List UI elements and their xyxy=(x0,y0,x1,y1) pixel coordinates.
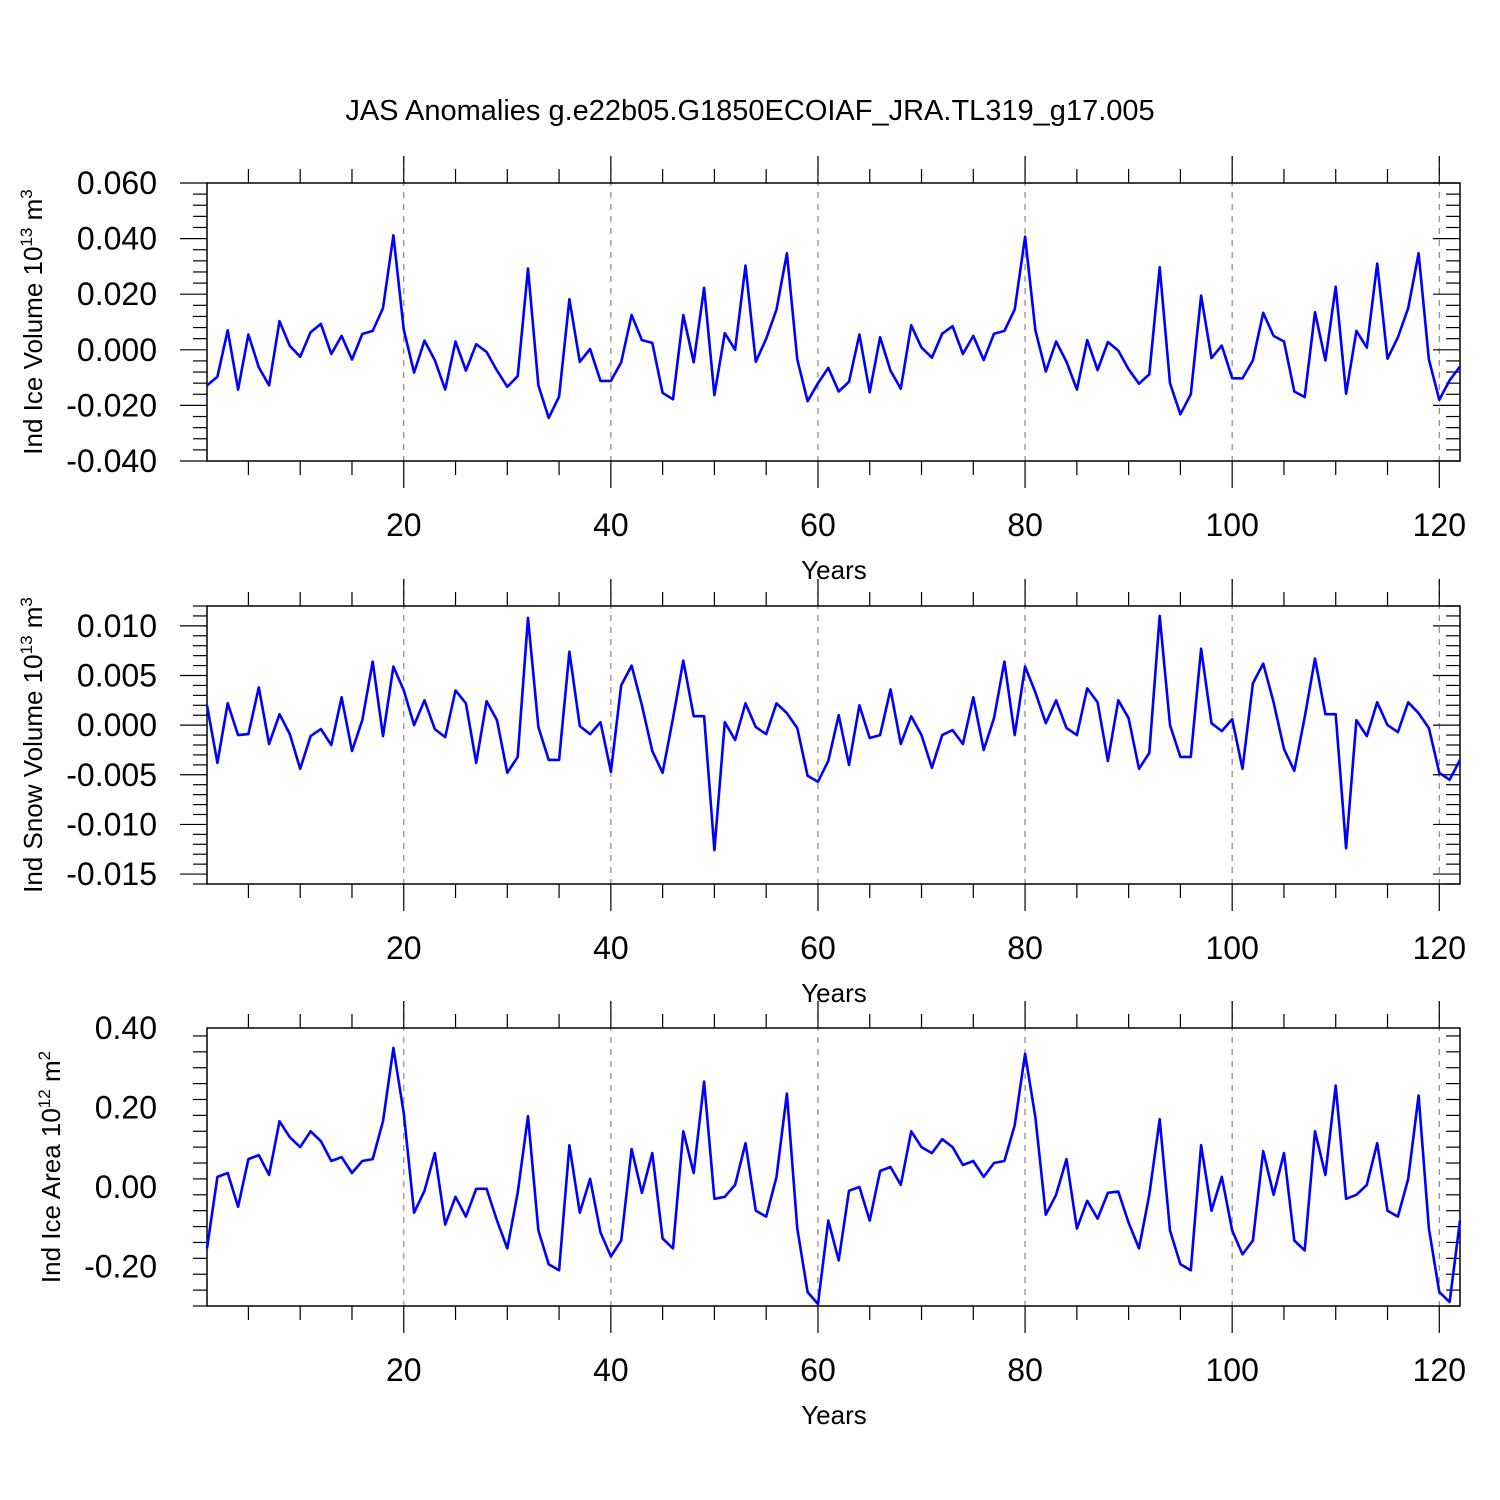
plot-frame xyxy=(206,605,1461,885)
y-axis-title: Ind Ice Volume 1013 m3 xyxy=(17,189,48,454)
x-tick-label: 60 xyxy=(800,930,836,966)
x-axis-title: Years xyxy=(801,978,867,1008)
y-axis-title-unit: m xyxy=(18,199,48,228)
y-tick-label: 0.010 xyxy=(77,608,157,644)
x-tick-label: 120 xyxy=(1413,1352,1466,1388)
y-tick-label: -0.015 xyxy=(66,856,157,892)
x-tick-label: 120 xyxy=(1413,507,1466,543)
panel-3: -0.20 0.00 0.20 0.40 20 40 60 80 100 120 Years Ind … xyxy=(35,1001,1466,1430)
x-tick-label: 100 xyxy=(1205,507,1258,543)
x-tick-label: 80 xyxy=(1007,930,1043,966)
x-tick-label: 20 xyxy=(386,1352,422,1388)
y-axis-title: Ind Ice Area 1012 m2 xyxy=(35,1051,66,1283)
x-tick-label: 100 xyxy=(1205,930,1258,966)
x-axis-title: Years xyxy=(801,1400,867,1430)
x-tick-label: 100 xyxy=(1205,1352,1258,1388)
y-tick-label: 0.20 xyxy=(95,1089,157,1125)
series-line xyxy=(206,234,1462,420)
y-axis-title-main: Ind Ice Volume 10 xyxy=(18,247,48,455)
y-tick-label: -0.020 xyxy=(66,387,157,423)
panel-2: -0.015 -0.010 -0.005 0.000 0.005 0.010 20 40 60 8… xyxy=(17,579,1466,1008)
y-tick-label: 0.000 xyxy=(77,332,157,368)
y-tick-label: -0.20 xyxy=(84,1248,157,1284)
x-tick-label: 60 xyxy=(800,1352,836,1388)
series-line xyxy=(205,1046,1462,1306)
y-tick-label: 0.005 xyxy=(77,658,157,694)
plot-frame xyxy=(206,1027,1461,1307)
x-tick-label: 60 xyxy=(800,507,836,543)
x-tick-label: 20 xyxy=(386,930,422,966)
y-tick-label: -0.040 xyxy=(66,443,157,479)
y-tick-label: 0.00 xyxy=(95,1169,157,1205)
y-tick-label: 0.020 xyxy=(77,276,157,312)
x-axis-title: Years xyxy=(801,555,867,585)
y-tick-label: 0.40 xyxy=(95,1010,157,1046)
x-tick-label: 20 xyxy=(386,507,422,543)
y-tick-label: 0.060 xyxy=(77,165,157,201)
y-axis-title-exp: 13 xyxy=(17,228,36,247)
series-line xyxy=(205,614,1462,852)
y-tick-label: 0.040 xyxy=(77,221,157,257)
y-tick-label: 0.000 xyxy=(77,707,157,743)
plot-frame xyxy=(206,182,1461,462)
y-tick-label: -0.010 xyxy=(66,806,157,842)
x-tick-label: 120 xyxy=(1413,930,1466,966)
y-axis-title-unit: m xyxy=(18,607,48,636)
y-axis-title-unit: m xyxy=(36,1060,66,1089)
y-axis-title-exp: 13 xyxy=(17,635,36,654)
y-axis-title-unit-exp: 3 xyxy=(17,189,36,198)
y-axis-title-unit-exp: 3 xyxy=(17,597,36,606)
x-tick-label: 40 xyxy=(593,507,629,543)
y-tick-label: -0.005 xyxy=(66,757,157,793)
x-tick-label: 80 xyxy=(1007,1352,1043,1388)
x-tick-label: 40 xyxy=(593,930,629,966)
y-axis-title-main: Ind Ice Area 10 xyxy=(36,1108,66,1283)
y-axis-title-unit-exp: 2 xyxy=(35,1051,54,1060)
x-tick-label: 40 xyxy=(593,1352,629,1388)
figure-title: JAS Anomalies g.e22b05.G1850ECOIAF_JRA.T… xyxy=(345,95,1154,127)
x-tick-label: 80 xyxy=(1007,507,1043,543)
y-axis-title-exp: 12 xyxy=(35,1089,54,1108)
panel-1: -0.040 -0.020 0.000 0.020 0.040 0.060 20 40 60 80… xyxy=(17,156,1466,585)
y-axis-title: Ind Snow Volume 1013 m3 xyxy=(17,597,48,893)
y-axis-title-main: Ind Snow Volume 10 xyxy=(18,654,48,893)
